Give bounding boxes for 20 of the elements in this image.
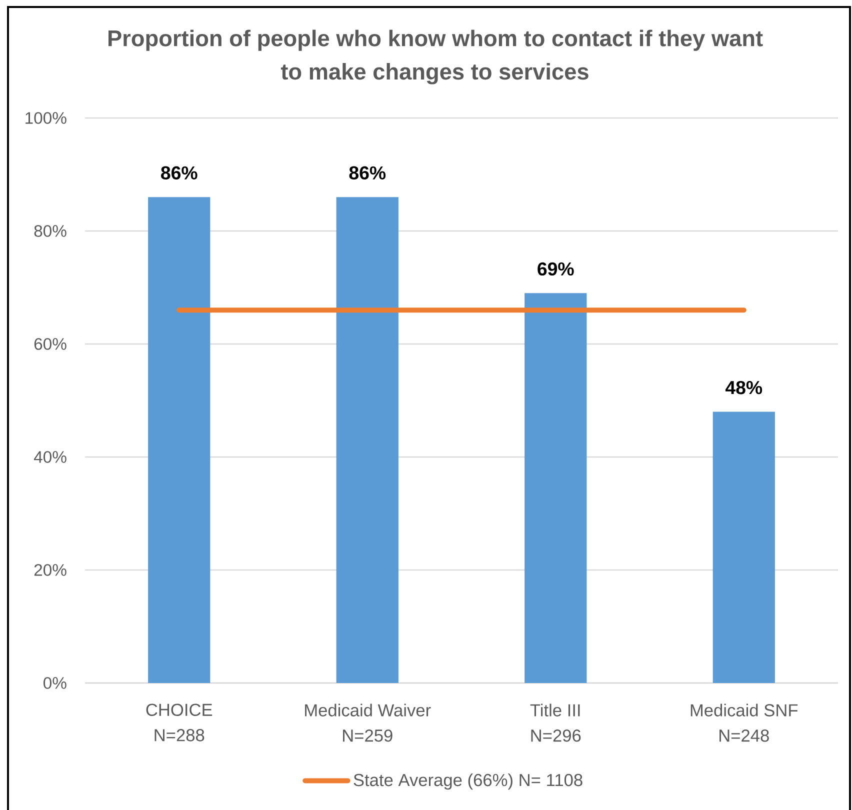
x-tick-label: CHOICE N=288 [146,704,212,742]
x-tick-label: Medicaid SNF N=248 [690,704,798,742]
bar [712,412,775,683]
x-tick-label: Title III N=296 [530,704,581,742]
y-tick-label: 60% [34,338,66,350]
bar [524,293,587,683]
x-tick-label: Medicaid Waiver N=259 [305,704,431,742]
chart-title: Proportion of people who know whom to contact if they want to make changes to services [108,30,763,84]
bar [336,197,398,683]
bar [148,197,210,683]
y-tick-label: 20% [34,564,66,576]
y-tick-label: 80% [34,225,66,237]
data-label: 48% [725,380,762,394]
data-label: 86% [161,166,198,180]
data-label: 69% [538,262,574,276]
y-tick-label: 100% [26,112,66,124]
y-tick-label: 40% [34,451,66,463]
data-label: 86% [349,166,386,180]
y-tick-label: 0% [44,677,66,689]
legend-label: State Average (66%) N= 1108 [354,773,582,790]
